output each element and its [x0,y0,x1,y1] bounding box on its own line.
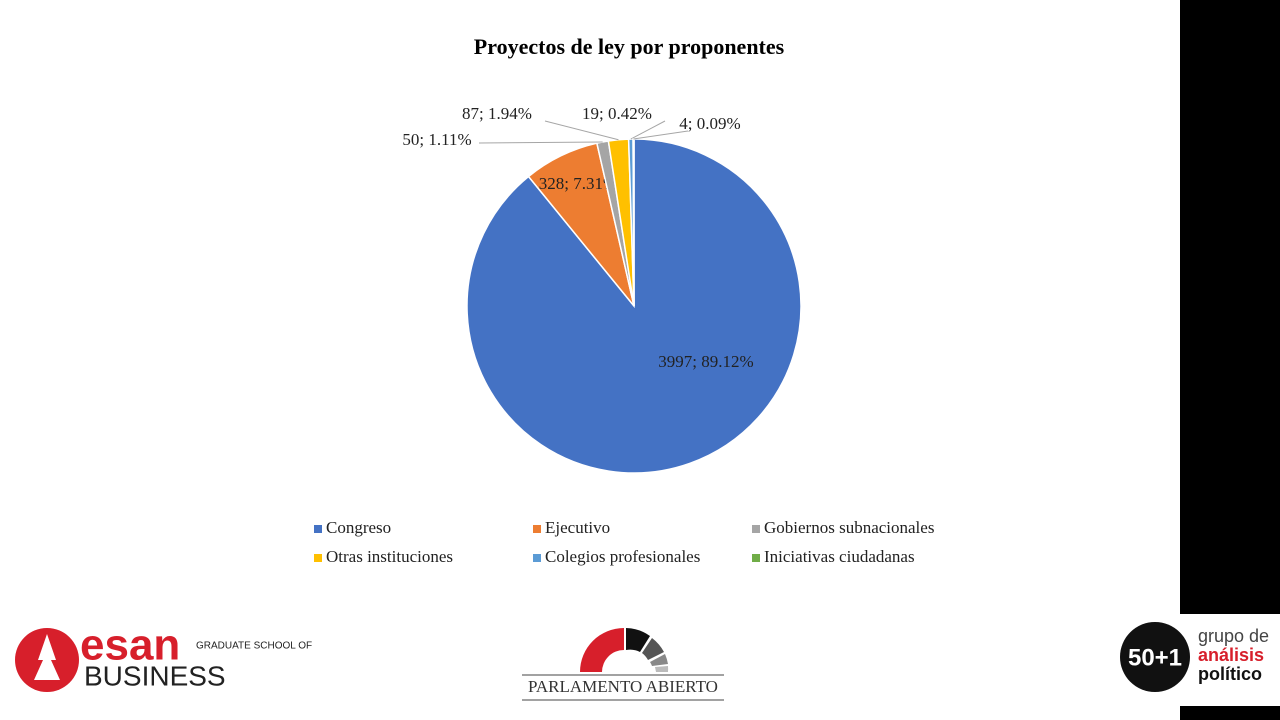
leader-line [544,120,619,141]
arc-gray [650,654,668,666]
data-label: 3997; 89.12% [658,352,753,371]
legend: Congreso Ejecutivo Gobiernos subnacionales… [314,518,934,566]
data-label: 50; 1.11% [402,130,471,149]
esan-sub: GRADUATE SCHOOL OF [196,641,312,652]
data-label: 19; 0.42% [582,104,652,123]
grupo-logo: 50+1 grupo de análisis político [1120,622,1269,692]
leader-line [478,141,603,144]
legend-swatch [752,554,760,562]
grupo-num: 50+1 [1128,644,1182,671]
legend-label: Iniciativas ciudadanas [764,547,915,566]
legend-swatch [533,525,541,533]
legend-label: Otras instituciones [326,547,453,566]
legend-swatch [752,525,760,533]
leader-line [630,120,666,140]
leader-line [633,130,689,140]
arc-red [580,628,624,672]
legend-swatch [314,554,322,562]
esan-logo: esan GRADUATE SCHOOL OF BUSINESS [15,621,312,692]
data-label: 87; 1.94% [462,104,532,123]
arc-black [626,628,650,652]
legend-swatch [533,554,541,562]
data-label: 4; 0.09% [679,114,740,133]
grupo-line: político [1198,664,1262,684]
grupo-line: análisis [1198,645,1264,665]
grupo-line: grupo de [1198,626,1269,646]
pie: 3997; 89.12% 328; 7.31% 50; 1.11% 87; 1.94%… [402,104,802,474]
data-label: 328; 7.31% [539,174,617,193]
side-bar-bottom [1180,706,1280,720]
legend-swatch [314,525,322,533]
pie-slice [632,138,635,307]
arc-light [655,666,669,672]
legend-label: Colegios profesionales [545,547,700,566]
legend-label: Ejecutivo [545,518,610,537]
grupo-emblem [1120,622,1190,692]
legend-label: Congreso [326,518,391,537]
side-bar [1180,0,1280,614]
arc-dark [642,638,664,660]
chart-title: Proyectos de ley por proponentes [474,34,785,59]
esan-tree [34,634,60,680]
esan-text: esan [80,621,180,670]
esan-business: BUSINESS [84,660,226,691]
parlamento-logo: PARLAMENTO ABIERTO [522,628,724,701]
parlamento-text: PARLAMENTO ABIERTO [528,677,718,696]
legend-label: Gobiernos subnacionales [764,518,934,537]
